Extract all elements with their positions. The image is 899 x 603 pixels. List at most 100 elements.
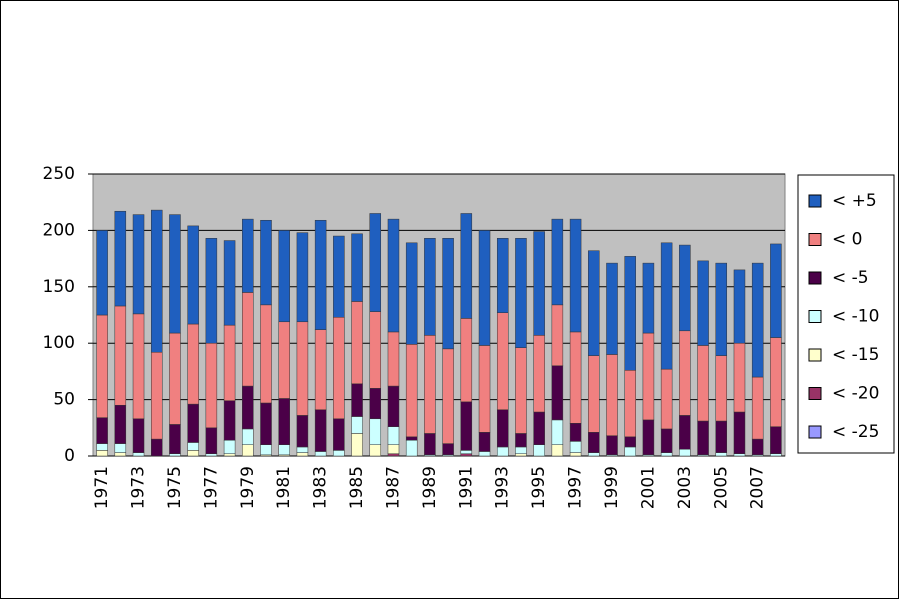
bar-segment	[333, 317, 345, 420]
bar-segment	[770, 426, 782, 454]
bar-segment	[515, 453, 527, 457]
bar-segment	[96, 417, 108, 444]
bar-segment	[442, 348, 454, 444]
x-tick-label: 2005	[711, 466, 731, 509]
bar-segment	[460, 401, 473, 451]
bar-segment	[588, 355, 600, 433]
bar-segment	[715, 262, 728, 356]
bar-segment	[387, 453, 400, 457]
bar-segment	[496, 409, 509, 448]
bar-segment	[333, 235, 345, 318]
bar-segment	[132, 418, 145, 453]
bar-segment	[606, 354, 618, 436]
bar-segment	[187, 225, 199, 325]
bar-segment	[278, 444, 290, 456]
bar-segment	[405, 242, 418, 345]
bar-segment	[187, 442, 199, 451]
bar-segment	[533, 335, 545, 413]
bar-segment	[569, 331, 582, 424]
bar-segment	[387, 426, 400, 445]
bar-segment	[569, 452, 582, 457]
legend-swatch	[808, 310, 822, 323]
y-tick-label: 50	[53, 390, 75, 410]
bar-segment	[442, 443, 454, 456]
bar-segment	[223, 439, 236, 454]
bar-segment	[478, 230, 491, 346]
bar-segment	[515, 238, 527, 348]
bar-segment	[733, 269, 746, 344]
bar-segment	[515, 433, 527, 448]
bar-segment	[588, 250, 600, 356]
bar-segment	[751, 376, 764, 440]
legend-label: < -25	[832, 422, 879, 442]
bar-segment	[387, 218, 400, 333]
x-tick-label: 1997	[566, 466, 586, 509]
legend-swatch	[808, 425, 822, 439]
legend-swatch	[808, 233, 822, 246]
bar-segment	[551, 444, 564, 457]
bar-segment	[478, 345, 491, 433]
bar-segment	[296, 446, 309, 453]
bar-segment	[333, 418, 345, 451]
bar-segment	[460, 213, 473, 319]
bar-segment	[624, 256, 636, 371]
bar-segment	[242, 218, 254, 293]
bar-segment	[478, 451, 491, 457]
bar-segment	[132, 214, 145, 315]
legend-label: < -10	[832, 307, 879, 327]
bar-segment	[460, 450, 473, 454]
bar-segment	[679, 330, 691, 416]
bar-segment	[533, 411, 545, 445]
bar-segment	[405, 344, 418, 438]
bar-segment	[314, 451, 327, 457]
bar-segment	[551, 218, 564, 306]
bar-segment	[242, 444, 254, 457]
bar-segment	[770, 337, 782, 427]
bar-segment	[770, 243, 782, 338]
bar-segment	[751, 262, 764, 378]
x-tick-label: 1979	[238, 466, 258, 509]
bar-segment	[223, 324, 236, 401]
bar-segment	[278, 321, 290, 399]
bar-segment	[660, 242, 673, 370]
bar-segment	[242, 385, 254, 430]
bar-segment	[260, 304, 272, 404]
bar-segment	[351, 416, 363, 434]
bar-segment	[314, 219, 327, 330]
bar-segment	[679, 244, 691, 332]
bar-segment	[351, 383, 363, 417]
bar-segment	[460, 318, 473, 403]
bar-segment	[715, 355, 728, 422]
bar-segment	[296, 232, 309, 323]
bar-segment	[132, 313, 145, 420]
bar-segment	[624, 436, 636, 448]
bar-segment	[405, 436, 418, 441]
bar-segment	[369, 444, 382, 457]
bar-segment	[624, 370, 636, 438]
bar-segment	[260, 402, 272, 445]
x-tick-label: 1975	[165, 466, 185, 509]
legend-swatch	[808, 271, 822, 285]
bar-segment	[697, 345, 709, 422]
bar-segment	[624, 446, 636, 457]
bar-segment	[169, 332, 181, 425]
bar-segment	[223, 240, 236, 326]
bar-segment	[588, 452, 600, 457]
bar-segment	[296, 321, 309, 416]
x-tick-label: 1989	[420, 466, 440, 509]
legend-swatch	[808, 194, 822, 208]
bar-segment	[424, 335, 436, 434]
bar-segment	[369, 388, 382, 420]
bar-segment	[460, 453, 473, 457]
x-tick-label: 1987	[383, 466, 403, 509]
bar-segment	[642, 262, 655, 334]
bar-segment	[660, 428, 673, 453]
bar-segment	[496, 312, 509, 411]
bar-segment	[132, 452, 145, 457]
x-tick-label: 1999	[602, 466, 622, 509]
bar-segment	[260, 219, 272, 306]
bar-segment	[96, 314, 108, 418]
bar-segment	[496, 446, 509, 457]
bar-segment	[351, 301, 363, 385]
